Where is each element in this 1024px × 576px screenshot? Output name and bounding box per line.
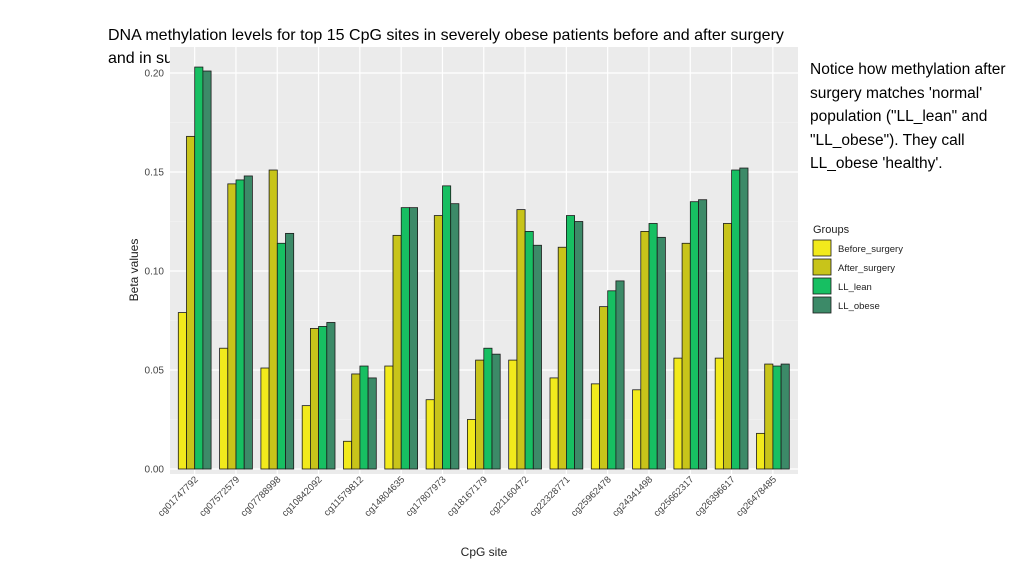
bar-ll-obese-cg14804635	[408, 207, 418, 470]
x-tick-label: cg10842092	[280, 474, 325, 519]
bar-before-surgery-cg25662317	[673, 357, 683, 470]
y-axis-title: Beta values	[127, 239, 141, 302]
bar-before-surgery-cg26478485	[756, 432, 766, 470]
x-tick-label: cg01747792	[156, 474, 201, 519]
bar-ll-lean-cg21160472	[524, 230, 534, 470]
bar-layer	[177, 66, 790, 470]
bar-before-surgery-cg21160472	[508, 359, 518, 470]
bar-before-surgery-cg17807973	[425, 399, 435, 470]
y-tick-label: 0.15	[145, 168, 165, 179]
bar-ll-obese-cg17807973	[450, 203, 460, 470]
x-tick-label: cg14804635	[363, 474, 408, 519]
bar-after-surgery-cg21160472	[516, 209, 526, 470]
bar-after-surgery-cg22328771	[557, 246, 567, 470]
bar-ll-obese-cg24341498	[656, 236, 666, 470]
bar-ll-obese-cg26396617	[739, 167, 749, 470]
x-tick-label: cg25962478	[569, 474, 614, 519]
x-tick-label: cg26478485	[734, 474, 779, 519]
legend-label: Before_surgery	[838, 244, 903, 255]
bar-after-surgery-cg25662317	[681, 242, 691, 470]
bar-ll-obese-cg11579812	[367, 377, 377, 470]
bar-after-surgery-cg07572579	[227, 183, 237, 470]
bar-ll-lean-cg25662317	[689, 201, 699, 470]
y-tick-label: 0.10	[145, 267, 165, 278]
bar-ll-obese-cg18167179	[491, 353, 501, 470]
y-tick-label: 0.20	[145, 69, 165, 80]
bar-after-surgery-cg07788998	[268, 169, 278, 470]
x-tick-label: cg21160472	[487, 474, 531, 518]
bar-before-surgery-cg10842092	[301, 405, 311, 470]
side-note: Notice how methylation after surgery mat…	[810, 61, 1006, 172]
bar-before-surgery-cg25962478	[590, 383, 600, 470]
bar-before-surgery-cg18167179	[466, 419, 476, 470]
legend-swatch-before-surgery	[812, 239, 832, 257]
bar-before-surgery-cg01747792	[177, 312, 187, 470]
x-tick-label: cg17807973	[404, 474, 449, 519]
bar-ll-obese-cg07572579	[243, 175, 253, 470]
bar-ll-lean-cg07572579	[235, 179, 245, 470]
bar-before-surgery-cg24341498	[632, 389, 642, 470]
legend-label: LL_obese	[838, 301, 880, 312]
bar-ll-lean-cg10842092	[318, 326, 328, 470]
legend-swatch-ll-lean	[812, 277, 832, 295]
x-tick-label: cg11579812	[322, 474, 366, 518]
bar-after-surgery-cg18167179	[475, 359, 485, 470]
bar-ll-obese-cg25962478	[615, 280, 625, 470]
bar-ll-lean-cg24341498	[648, 223, 658, 470]
bar-ll-lean-cg01747792	[194, 66, 204, 470]
bar-ll-obese-cg26478485	[780, 363, 790, 470]
x-tick-label: cg07788998	[239, 474, 284, 519]
legend: Before_surgery After_surgery LL_lean LL_obe…	[812, 239, 903, 314]
bar-ll-lean-cg17807973	[442, 185, 452, 470]
legend-swatch-ll-obese	[812, 296, 832, 314]
bar-ll-obese-cg07788998	[285, 232, 295, 470]
bar-before-surgery-cg11579812	[343, 440, 353, 470]
legend-swatch-after-surgery	[812, 258, 832, 276]
bar-after-surgery-cg10842092	[309, 328, 319, 470]
bar-ll-lean-cg26396617	[731, 169, 741, 470]
bar-before-surgery-cg14804635	[384, 365, 394, 470]
x-tick-label: cg26396617	[693, 474, 738, 519]
bar-ll-lean-cg14804635	[400, 207, 410, 470]
bar-ll-lean-cg22328771	[566, 215, 576, 470]
bar-before-surgery-cg07788998	[260, 367, 270, 470]
bar-ll-lean-cg26478485	[772, 365, 782, 470]
bar-ll-lean-cg18167179	[483, 347, 493, 470]
x-tick-label: cg25662317	[652, 474, 697, 519]
legend-title: Groups	[813, 224, 850, 236]
bar-before-surgery-cg26396617	[714, 357, 724, 470]
x-tick-label: cg18167179	[445, 474, 490, 519]
x-tick-label: cg07572579	[197, 474, 242, 519]
bar-ll-obese-cg22328771	[574, 221, 584, 470]
bar-ll-lean-cg11579812	[359, 365, 369, 470]
x-tick-layer: cg01747792cg07572579cg07788998cg10842092…	[156, 474, 779, 519]
bar-after-surgery-cg26478485	[764, 363, 774, 470]
bar-after-surgery-cg25962478	[599, 306, 609, 470]
bar-before-surgery-cg22328771	[549, 377, 559, 470]
bar-after-surgery-cg17807973	[433, 215, 443, 470]
bar-ll-obese-cg01747792	[202, 70, 212, 470]
x-tick-label: cg22328771	[528, 474, 573, 519]
bar-ll-obese-cg25662317	[698, 199, 708, 470]
bar-ll-obese-cg10842092	[326, 322, 336, 470]
legend-label: LL_lean	[838, 282, 872, 293]
bar-ll-lean-cg07788998	[276, 242, 286, 470]
x-axis-title: CpG site	[461, 545, 508, 559]
bar-after-surgery-cg26396617	[723, 223, 733, 470]
bar-before-surgery-cg07572579	[219, 347, 229, 470]
y-tick-label: 0.05	[145, 366, 165, 377]
bar-after-surgery-cg14804635	[392, 234, 402, 470]
bar-after-surgery-cg11579812	[351, 373, 361, 470]
bar-ll-lean-cg25962478	[607, 290, 617, 470]
y-tick-layer: 0.00 0.05 0.10 0.15 0.20	[145, 69, 165, 476]
y-tick-label: 0.00	[145, 465, 165, 476]
x-tick-label: cg24341498	[610, 474, 655, 519]
bar-ll-obese-cg21160472	[532, 244, 542, 470]
bar-after-surgery-cg01747792	[186, 135, 196, 470]
legend-label: After_surgery	[838, 263, 895, 274]
bar-after-surgery-cg24341498	[640, 230, 650, 470]
